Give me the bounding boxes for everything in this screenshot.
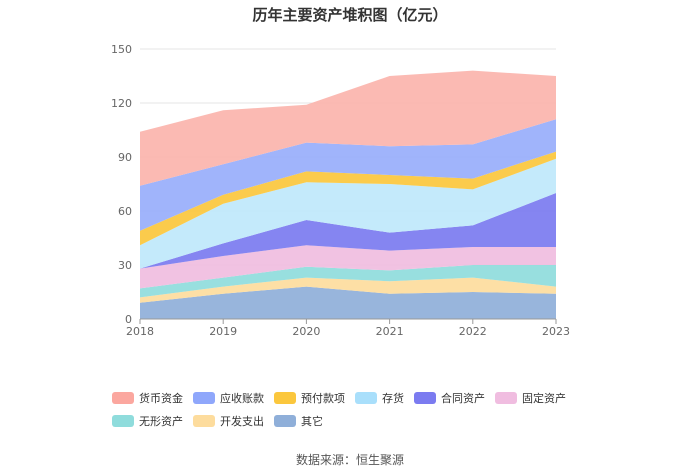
legend-item[interactable]: 货币资金 [112,392,183,405]
legend-swatch [495,392,517,404]
y-tick-label: 60 [118,205,132,218]
legend-label: 货币资金 [139,392,183,405]
legend-swatch [274,392,296,404]
legend-label: 开发支出 [220,415,264,428]
legend-label: 存货 [382,392,404,405]
legend-label: 合同资产 [441,392,485,405]
y-tick-label: 150 [111,43,132,56]
area-应收账款 [140,119,556,231]
legend-item[interactable]: 合同资产 [414,392,485,405]
y-tick-label: 30 [118,259,132,272]
legend-item[interactable]: 开发支出 [193,415,264,428]
legend-swatch [274,415,296,427]
area-货币资金 [140,70,556,186]
legend-label: 预付款项 [301,392,345,405]
legend-item[interactable]: 固定资产 [495,392,566,405]
y-tick-label: 90 [118,151,132,164]
legend-item[interactable]: 无形资产 [112,415,183,428]
legend-item[interactable]: 应收账款 [193,392,264,405]
x-tick-label: 2023 [542,325,570,338]
stacked-area-chart: 0 30 60 90 120 150 2018 2019 2020 2021 2022 2023 [111,43,570,338]
legend-swatch [414,392,436,404]
legend-item[interactable]: 预付款项 [274,392,345,405]
data-source: 数据来源：恒生聚源 [295,453,404,467]
area-预付款项 [140,151,556,246]
area-开发支出 [140,277,556,303]
legend-swatch [193,415,215,427]
legend-label: 无形资产 [139,415,183,428]
legend-label: 其它 [301,415,323,428]
legend-swatch [193,392,215,404]
legend: 货币资金 应收账款 预付款项 存货 合同资产 固定资产无形资产 开发支出 其它 [112,389,632,435]
legend-item[interactable]: 其它 [274,415,323,428]
x-tick-label: 2021 [376,325,404,338]
x-tick-label: 2020 [292,325,320,338]
legend-item[interactable]: 存货 [355,392,404,405]
chart-title: 历年主要资产堆积图（亿元） [252,6,448,24]
area-其它 [140,286,556,319]
y-tick-label: 0 [125,313,132,326]
legend-swatch [355,392,377,404]
area-合同资产 [140,193,556,269]
area-存货 [140,158,556,269]
x-tick-label: 2019 [209,325,237,338]
legend-label: 应收账款 [220,392,264,405]
x-tick-label: 2018 [126,325,154,338]
area-series [140,70,556,319]
area-固定资产 [140,245,556,289]
axes: 0 30 60 90 120 150 2018 2019 2020 2021 2022 2023 [111,43,570,338]
legend-swatch [112,392,134,404]
legend-label: 固定资产 [522,392,566,405]
legend-swatch [112,415,134,427]
y-tick-label: 120 [111,97,132,110]
x-tick-label: 2022 [459,325,487,338]
area-无形资产 [140,265,556,298]
